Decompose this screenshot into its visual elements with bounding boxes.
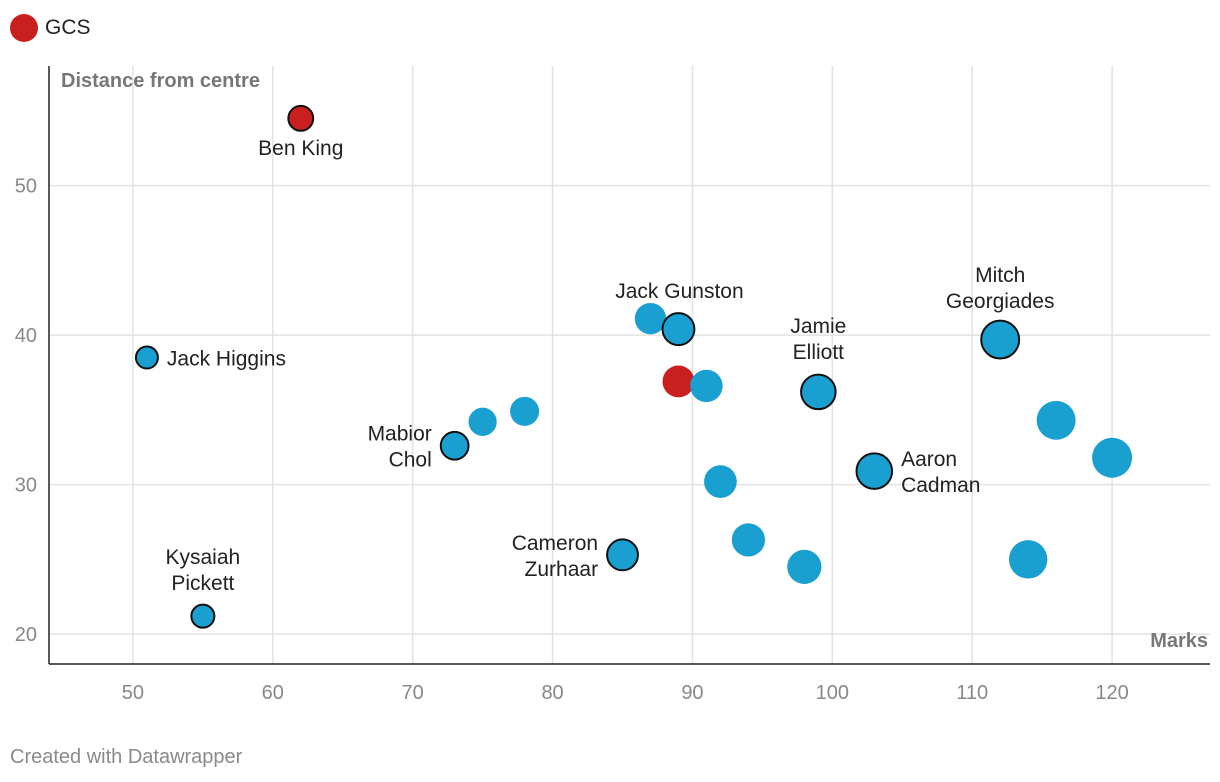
point-label: Ben King bbox=[258, 137, 343, 160]
data-point bbox=[662, 365, 695, 398]
data-point bbox=[980, 319, 1021, 360]
point-label: Chol bbox=[389, 449, 432, 472]
x-tick-label: 110 bbox=[956, 682, 988, 704]
x-tick-label: 100 bbox=[816, 682, 849, 704]
data-point bbox=[731, 523, 766, 557]
x-tick-label: 90 bbox=[681, 682, 703, 704]
point-label: Jack Higgins bbox=[167, 348, 286, 371]
y-tick-label: 20 bbox=[15, 624, 37, 646]
point-label: Zurhaar bbox=[525, 558, 599, 581]
footer-credit: Created with Datawrapper bbox=[10, 746, 243, 768]
x-axis-title: Marks bbox=[1150, 630, 1208, 652]
point-labels: Ben King Jack Higgins Kysaiah Pickett Mabior… bbox=[166, 137, 1055, 595]
legend-swatch-gcs bbox=[10, 14, 38, 42]
data-points bbox=[134, 104, 1133, 629]
y-axis-title: Distance from centre bbox=[61, 70, 260, 92]
grid-lines bbox=[49, 66, 1210, 664]
data-point bbox=[134, 345, 159, 370]
data-point bbox=[510, 396, 540, 426]
point-label: Mabior bbox=[368, 423, 432, 446]
y-tick-label: 50 bbox=[15, 176, 37, 198]
legend: GCS bbox=[10, 13, 91, 43]
tick-labels: 50 60 70 80 90 100 110 120 20 30 40 50 bbox=[15, 176, 1129, 704]
data-point bbox=[468, 407, 497, 436]
x-tick-label: 70 bbox=[402, 682, 424, 704]
x-tick-label: 120 bbox=[1095, 682, 1128, 704]
axes bbox=[48, 66, 1210, 665]
data-point bbox=[787, 549, 822, 584]
point-label: Jamie bbox=[790, 315, 846, 338]
data-point bbox=[1008, 540, 1048, 579]
point-label: Cameron bbox=[512, 532, 598, 555]
x-tick-label: 50 bbox=[122, 682, 144, 704]
point-label: Cadman bbox=[901, 474, 980, 497]
data-point bbox=[287, 104, 315, 132]
data-point bbox=[690, 369, 723, 403]
data-point bbox=[606, 538, 639, 572]
x-tick-label: 60 bbox=[262, 682, 284, 704]
data-point bbox=[800, 373, 837, 411]
data-point bbox=[704, 465, 737, 498]
data-point bbox=[661, 312, 696, 347]
data-point bbox=[190, 603, 216, 629]
point-label: Georgiades bbox=[946, 290, 1055, 313]
x-tick-label: 80 bbox=[541, 682, 563, 704]
data-point bbox=[1036, 400, 1076, 440]
data-point bbox=[634, 302, 667, 335]
point-label: Mitch bbox=[975, 264, 1025, 287]
y-tick-label: 30 bbox=[15, 475, 37, 497]
point-label: Jack Gunston bbox=[615, 280, 743, 303]
y-tick-label: 40 bbox=[15, 325, 37, 347]
point-label: Elliott bbox=[793, 341, 845, 364]
data-point bbox=[855, 452, 894, 490]
point-label: Aaron bbox=[901, 448, 957, 471]
legend-label-gcs: GCS bbox=[45, 16, 91, 39]
point-label: Kysaiah bbox=[166, 546, 241, 569]
data-point bbox=[439, 430, 470, 461]
point-label: Pickett bbox=[171, 572, 234, 595]
data-point bbox=[1092, 437, 1133, 478]
